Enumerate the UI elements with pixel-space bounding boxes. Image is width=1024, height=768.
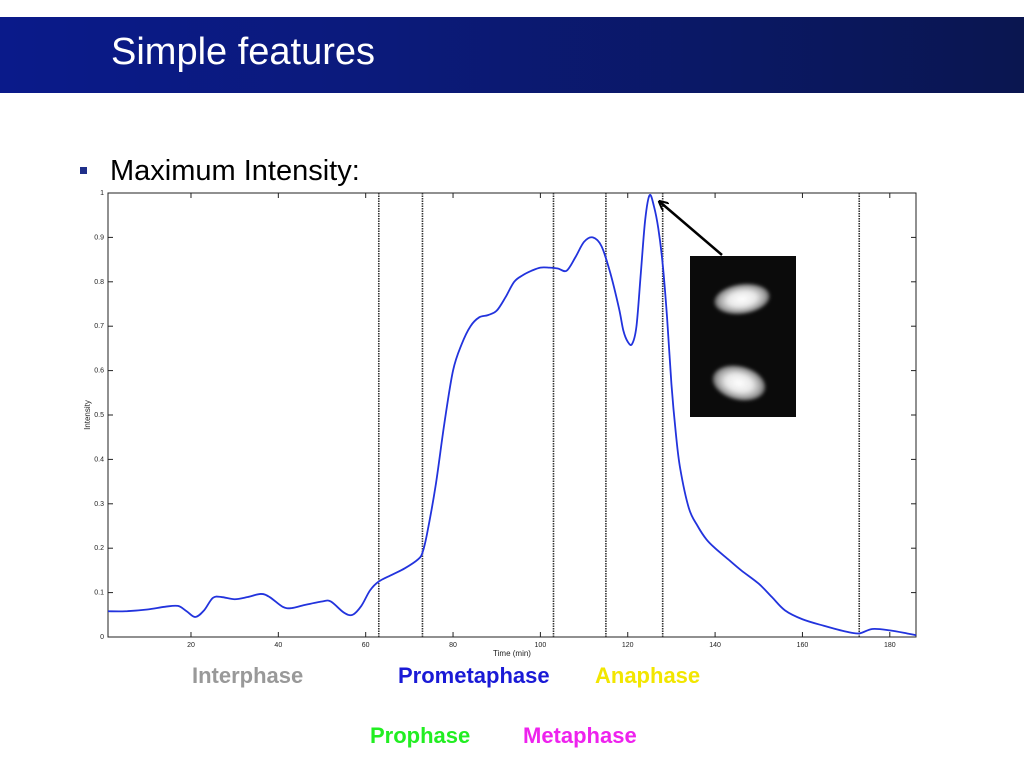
x-axis-label: Time (min) [493,649,531,658]
x-tick-label: 100 [535,642,547,649]
x-tick-label: 120 [622,642,634,649]
y-tick-label: 0.8 [94,279,104,286]
slide-title: Simple features [111,31,376,73]
chromosome-blob-top [712,280,772,318]
cell-image-icon [690,256,796,417]
y-tick-label: 0.3 [94,501,104,508]
x-tick-label: 40 [274,642,282,649]
x-tick-label: 20 [187,642,195,649]
intensity-series-line [107,193,917,637]
y-tick-label: 0.6 [94,368,104,375]
title-bar [0,17,1024,93]
phase-label-interphase: Interphase [192,663,304,688]
bullet-text: Maximum Intensity: [110,155,360,187]
x-tick-label: 180 [884,642,896,649]
phase-label-metaphase: Metaphase [523,723,637,748]
peak-arrow [660,202,723,256]
y-tick-label: 0.5 [94,412,104,419]
y-tick-label: 0.9 [94,234,104,241]
y-tick-label: 0 [100,634,104,641]
chromosome-blob-bottom [708,359,770,407]
y-axis-label: Intensity [83,400,92,430]
y-tick-label: 0.4 [94,456,104,463]
phase-label-prometaphase: Prometaphase [398,663,550,688]
y-tick-label: 0.7 [94,323,104,330]
x-tick-label: 80 [449,642,457,649]
y-tick-label: 0.2 [94,545,104,552]
y-tick-label: 0.1 [94,590,104,597]
phase-label-prophase: Prophase [370,723,471,748]
x-tick-label: 60 [362,642,370,649]
x-tick-label: 160 [797,642,809,649]
y-tick-label: 1 [100,190,104,197]
bullet-marker [80,167,87,174]
x-tick-label: 140 [709,642,721,649]
phase-label-anaphase: Anaphase [595,663,701,688]
